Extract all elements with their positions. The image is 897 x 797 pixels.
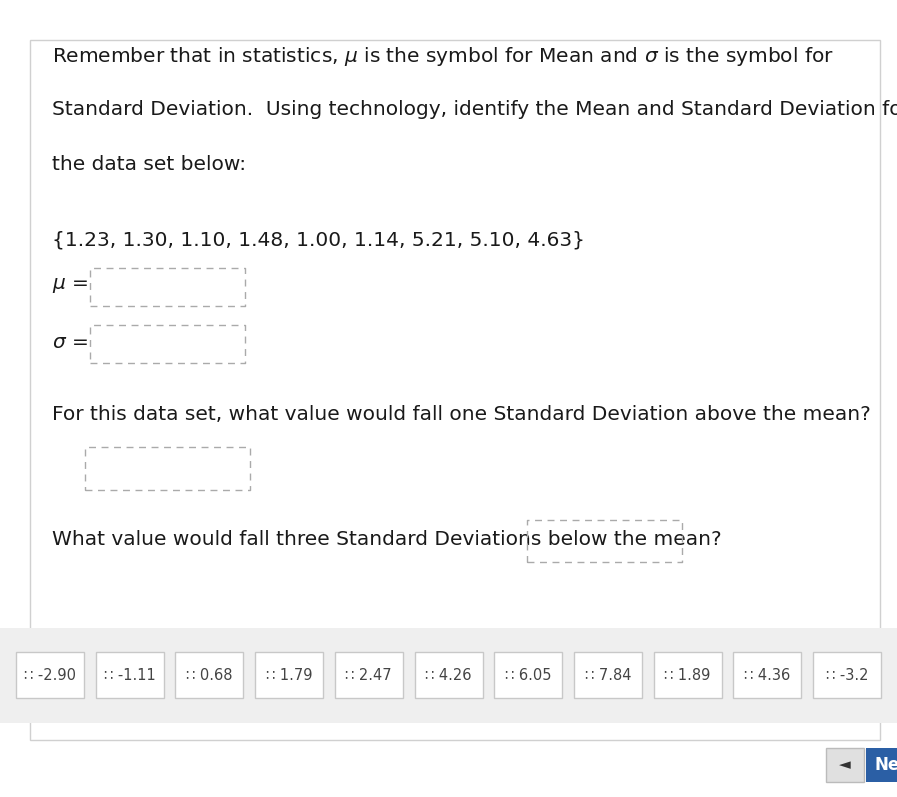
Text: ∷ -1.11: ∷ -1.11: [104, 669, 155, 684]
FancyBboxPatch shape: [654, 652, 722, 698]
Text: Remember that in statistics, $\mu$ is the symbol for Mean and $\sigma$ is the sy: Remember that in statistics, $\mu$ is th…: [52, 45, 834, 68]
Text: Next: Next: [874, 756, 897, 774]
FancyBboxPatch shape: [866, 748, 897, 782]
Text: What value would fall three Standard Deviations below the mean?: What value would fall three Standard Dev…: [52, 530, 721, 549]
FancyBboxPatch shape: [255, 652, 323, 698]
FancyBboxPatch shape: [814, 652, 881, 698]
FancyBboxPatch shape: [96, 652, 163, 698]
Text: $\sigma$ =: $\sigma$ =: [52, 333, 88, 352]
FancyBboxPatch shape: [30, 40, 880, 740]
Text: ∷ -2.90: ∷ -2.90: [24, 669, 76, 684]
FancyBboxPatch shape: [0, 628, 897, 723]
FancyBboxPatch shape: [826, 748, 864, 782]
FancyBboxPatch shape: [574, 652, 642, 698]
Text: ◄: ◄: [839, 757, 851, 772]
Text: ∷ 2.47: ∷ 2.47: [345, 669, 392, 684]
FancyBboxPatch shape: [734, 652, 801, 698]
Text: ∷ 4.26: ∷ 4.26: [425, 669, 472, 684]
FancyBboxPatch shape: [175, 652, 243, 698]
Text: ∷ 4.36: ∷ 4.36: [745, 669, 790, 684]
Text: ∷ 7.84: ∷ 7.84: [585, 669, 631, 684]
Text: ∷ 6.05: ∷ 6.05: [505, 669, 552, 684]
FancyBboxPatch shape: [335, 652, 403, 698]
Text: ∷ 1.79: ∷ 1.79: [266, 669, 312, 684]
Text: For this data set, what value would fall one Standard Deviation above the mean?: For this data set, what value would fall…: [52, 405, 871, 424]
Text: {1.23, 1.30, 1.10, 1.48, 1.00, 1.14, 5.21, 5.10, 4.63}: {1.23, 1.30, 1.10, 1.48, 1.00, 1.14, 5.2…: [52, 230, 585, 249]
Text: Standard Deviation.  Using technology, identify the Mean and Standard Deviation : Standard Deviation. Using technology, id…: [52, 100, 897, 119]
Text: ∷ 1.89: ∷ 1.89: [665, 669, 710, 684]
Text: $\mu$ =: $\mu$ =: [52, 276, 88, 295]
FancyBboxPatch shape: [16, 652, 83, 698]
Text: the data set below:: the data set below:: [52, 155, 246, 174]
FancyBboxPatch shape: [494, 652, 562, 698]
Text: ∷ -3.2: ∷ -3.2: [826, 669, 868, 684]
Text: ∷ 0.68: ∷ 0.68: [186, 669, 232, 684]
FancyBboxPatch shape: [414, 652, 483, 698]
